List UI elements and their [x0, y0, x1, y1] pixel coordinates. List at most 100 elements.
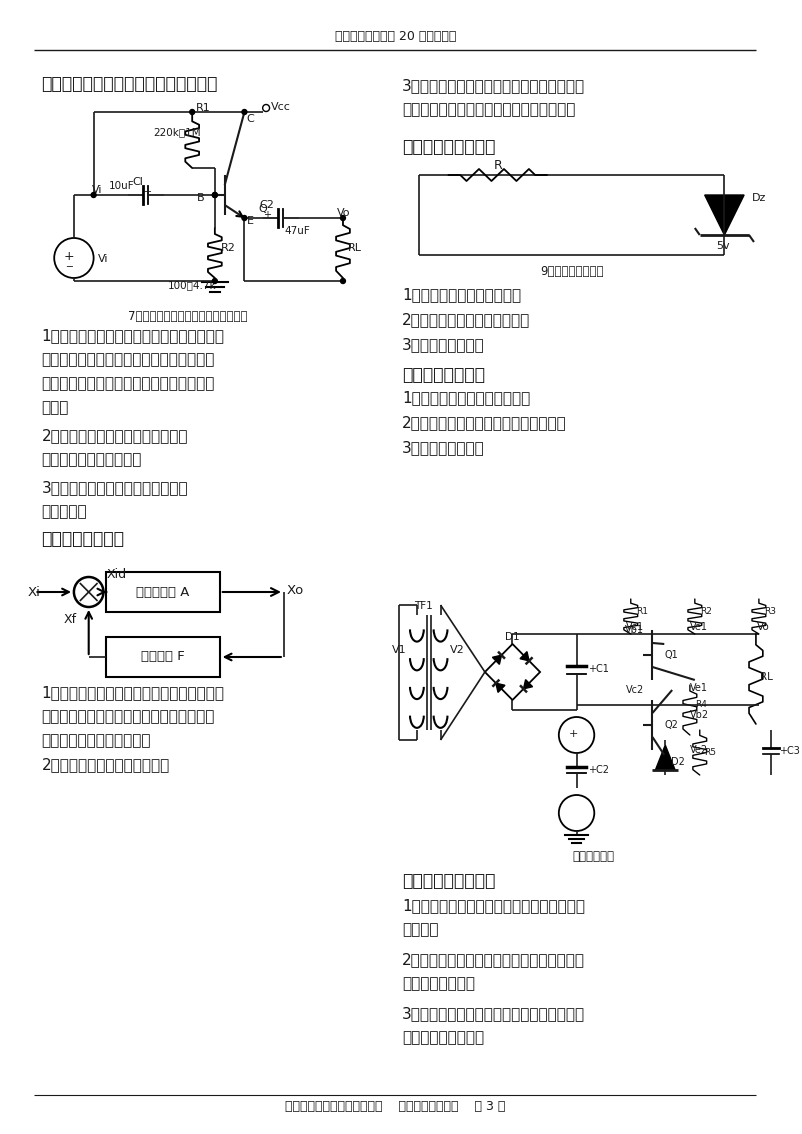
- Text: Vcc: Vcc: [271, 102, 291, 112]
- Text: Dz: Dz: [752, 193, 767, 203]
- Text: C: C: [246, 115, 254, 124]
- Polygon shape: [655, 745, 675, 770]
- Text: TF1: TF1: [415, 601, 433, 611]
- Text: B: B: [197, 193, 205, 203]
- Text: +: +: [569, 729, 578, 739]
- Polygon shape: [705, 195, 744, 235]
- Text: D2: D2: [671, 758, 685, 767]
- Text: R2: R2: [700, 607, 711, 616]
- Text: 2、电流串联负反馈过程的分析，负: 2、电流串联负反馈过程的分析，负: [42, 428, 188, 443]
- Text: 2、每个元器件的作用；稳压过程分析。: 2、每个元器件的作用；稳压过程分析。: [402, 415, 567, 430]
- Text: ─: ─: [66, 262, 72, 272]
- Text: R2: R2: [221, 243, 236, 253]
- Text: R4: R4: [695, 700, 707, 709]
- Text: 3、电路的单端输入和双端输入，单端输出和: 3、电路的单端输入和双端输入，单端输出和: [402, 1006, 585, 1021]
- Text: +C1: +C1: [589, 665, 610, 674]
- Text: Vo: Vo: [757, 623, 770, 632]
- Polygon shape: [492, 655, 501, 665]
- Circle shape: [213, 279, 217, 284]
- Text: Vc2: Vc2: [626, 685, 644, 695]
- Polygon shape: [520, 652, 529, 661]
- Text: 3、静态工作点的计算、电压放大倍: 3、静态工作点的计算、电压放大倍: [42, 480, 188, 496]
- Text: 反馈网络 F: 反馈网络 F: [141, 651, 185, 663]
- Circle shape: [341, 215, 346, 220]
- Text: Xi: Xi: [27, 586, 40, 599]
- Text: 3、负反馈对电路的放大增益、通频带、增益: 3、负反馈对电路的放大增益、通频带、增益: [402, 78, 585, 93]
- Text: 八、电路反馈框图: 八、电路反馈框图: [42, 530, 124, 548]
- Text: 和电压反馈及其判断方法。: 和电压反馈及其判断方法。: [42, 733, 151, 748]
- Text: R3: R3: [764, 607, 776, 616]
- Text: Ve1: Ve1: [690, 623, 708, 632]
- Text: Q2: Q2: [664, 720, 678, 730]
- Circle shape: [242, 215, 247, 220]
- Text: R1: R1: [196, 103, 211, 113]
- Text: 和直流等效电路图。电路的输入和输出阻抗: 和直流等效电路图。电路的输入和输出阻抗: [42, 376, 215, 391]
- Text: 1、反馈的概念，正负反馈及其判断方法，并: 1、反馈的概念，正负反馈及其判断方法，并: [42, 685, 225, 700]
- Text: 220k～1M: 220k～1M: [152, 127, 200, 137]
- Circle shape: [190, 110, 195, 115]
- Text: Xo: Xo: [287, 584, 304, 596]
- Text: 1、电路各元器件的作用，电路的用途、电路: 1、电路各元器件的作用，电路的用途、电路: [402, 898, 585, 913]
- Text: +: +: [143, 187, 151, 197]
- Circle shape: [242, 110, 247, 115]
- Text: 数、输入和输出的信号电压相位关系、交流: 数、输入和输出的信号电压相位关系、交流: [42, 352, 215, 367]
- Text: 反馈对电路参数的影响。: 反馈对电路参数的影响。: [42, 452, 142, 467]
- Text: 2、带负反馈电路的放大增益。: 2、带负反馈电路的放大增益。: [42, 758, 170, 772]
- Text: 9、二极管稳压电路: 9、二极管稳压电路: [540, 265, 603, 278]
- Text: 十、串联稳压电源: 十、串联稳压电源: [402, 366, 485, 384]
- Polygon shape: [524, 679, 533, 688]
- Text: +C2: +C2: [589, 765, 610, 775]
- Text: 10uF: 10uF: [108, 181, 134, 191]
- Text: Cl: Cl: [132, 177, 144, 187]
- Text: 1、元器件的作用、电路的用途、电压放大倍: 1、元器件的作用、电路的用途、电压放大倍: [42, 328, 225, 342]
- Text: 2、稳压二极管应用注意事项。: 2、稳压二极管应用注意事项。: [402, 312, 530, 327]
- Text: Ve1: Ve1: [690, 683, 708, 693]
- Text: Vb2: Vb2: [690, 710, 709, 720]
- Text: RL: RL: [348, 243, 362, 253]
- Text: 特点。: 特点。: [42, 400, 69, 415]
- Text: Vi: Vi: [98, 254, 108, 264]
- Text: Ve2: Ve2: [690, 745, 708, 755]
- Text: Xid: Xid: [107, 568, 127, 581]
- Text: V1: V1: [392, 645, 407, 655]
- Text: 1、串联稳压电源的组成框图。: 1、串联稳压电源的组成框图。: [402, 390, 530, 405]
- Text: 数的计算。: 数的计算。: [42, 503, 87, 519]
- Text: Vc1: Vc1: [626, 623, 644, 632]
- Polygon shape: [496, 683, 505, 693]
- Text: V2: V2: [451, 645, 465, 655]
- Text: 3、稳压过程分析。: 3、稳压过程分析。: [402, 337, 485, 352]
- Text: 七、共集电极放大电路（射极跟随器）: 七、共集电极放大电路（射极跟随器）: [42, 75, 218, 93]
- Text: 47uF: 47uF: [285, 226, 310, 236]
- Circle shape: [341, 279, 346, 284]
- Text: Vb1: Vb1: [625, 625, 644, 635]
- Bar: [107, 572, 220, 612]
- Circle shape: [213, 193, 217, 197]
- Text: R: R: [493, 159, 502, 172]
- Text: 十一、差分放大电路: 十一、差分放大电路: [402, 872, 496, 890]
- Text: Q: Q: [258, 204, 267, 214]
- Text: 3、输出电压计算。: 3、输出电压计算。: [402, 440, 485, 455]
- Text: C2: C2: [260, 200, 274, 210]
- Text: 5v: 5v: [716, 242, 730, 251]
- Text: D1: D1: [504, 632, 519, 642]
- Text: E: E: [246, 215, 253, 226]
- Text: 7、共集电极放大电路（射极跟随器）: 7、共集电极放大电路（射极跟随器）: [128, 310, 247, 323]
- Polygon shape: [485, 644, 540, 700]
- Bar: [107, 637, 220, 677]
- Text: +C3: +C3: [779, 746, 800, 756]
- Circle shape: [91, 193, 96, 197]
- Text: 而抑制共模信号。: 而抑制共模信号。: [402, 976, 475, 991]
- Text: Vo: Vo: [337, 208, 350, 218]
- Text: +: +: [263, 210, 271, 220]
- Text: 的特点。: 的特点。: [402, 922, 439, 937]
- Text: 九、二极管稳压电路: 九、二极管稳压电路: [402, 138, 496, 156]
- Text: Vi: Vi: [91, 185, 102, 195]
- Text: 串联稳压电路: 串联稳压电路: [573, 850, 614, 863]
- Text: RL: RL: [759, 672, 773, 682]
- Text: R1: R1: [636, 607, 648, 616]
- Text: 100～4.7k: 100～4.7k: [168, 280, 217, 290]
- Text: 1、稳压二极管的特性曲线。: 1、稳压二极管的特性曲线。: [402, 287, 521, 302]
- Text: R5: R5: [703, 748, 715, 758]
- Text: 2、电路的工作原理分析。如何放大差模信号: 2、电路的工作原理分析。如何放大差模信号: [402, 953, 585, 967]
- Text: 双端输出工作方式。: 双端输出工作方式。: [402, 1030, 484, 1046]
